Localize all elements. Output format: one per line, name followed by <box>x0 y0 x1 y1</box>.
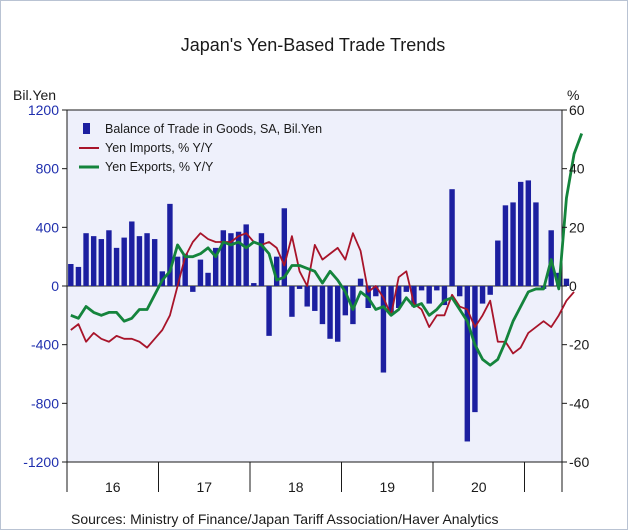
balance-bar <box>502 205 509 286</box>
balance-bar <box>235 231 242 286</box>
balance-bar <box>525 180 532 286</box>
balance-bar <box>426 286 432 304</box>
year-label: 20 <box>471 479 487 495</box>
legend-label-exports: Yen Exports, % Y/Y <box>105 160 214 174</box>
balance-bar <box>510 202 516 286</box>
right-tick-label: -20 <box>569 337 589 353</box>
left-axis: 1200 800 400 0 -400 -800 -1200 <box>23 102 67 470</box>
balance-bar <box>205 272 211 286</box>
balance-bar <box>289 286 295 317</box>
balance-bar <box>251 283 257 286</box>
left-tick-label: 1200 <box>28 102 59 118</box>
balance-bar <box>357 278 364 286</box>
balance-bar <box>75 266 82 286</box>
balance-bar <box>517 181 524 286</box>
year-label: 16 <box>105 479 121 495</box>
balance-bar <box>380 286 387 373</box>
balance-bar <box>456 286 463 297</box>
balance-bar <box>434 286 440 291</box>
year-label: 18 <box>288 479 304 495</box>
legend-label-imports: Yen Imports, % Y/Y <box>105 141 213 155</box>
balance-bar <box>68 264 74 286</box>
balance-bar <box>228 233 234 286</box>
balance-bar <box>121 237 127 286</box>
balance-bar <box>479 286 486 304</box>
balance-bar <box>563 278 570 286</box>
legend: Balance of Trade in Goods, SA, Bil.Yen Y… <box>79 122 322 174</box>
right-tick-label: 60 <box>569 102 585 118</box>
balance-bar <box>212 247 219 286</box>
right-tick-label: 20 <box>569 219 585 235</box>
left-tick-label: -1200 <box>23 454 59 470</box>
balance-bar <box>258 233 265 286</box>
balance-bar <box>106 230 112 286</box>
right-axis-unit-label: % <box>567 87 579 103</box>
left-tick-label: 400 <box>36 219 60 235</box>
balance-bar <box>342 286 349 316</box>
left-axis-unit-label: Bil.Yen <box>13 87 56 103</box>
balance-bar <box>266 286 272 336</box>
balance-bar <box>174 256 181 286</box>
balance-bar <box>98 239 105 286</box>
right-tick-label: 0 <box>569 278 577 294</box>
balance-bar <box>167 203 173 286</box>
year-label: 17 <box>196 479 212 495</box>
right-tick-label: -40 <box>569 395 589 411</box>
balance-bar <box>548 230 554 286</box>
balance-bar <box>472 286 478 413</box>
balance-bar <box>182 253 188 286</box>
balance-bar <box>151 239 158 286</box>
left-tick-label: 800 <box>36 161 60 177</box>
balance-bar <box>90 236 97 286</box>
right-axis: 60 40 20 0 -20 -40 -60 <box>562 102 589 470</box>
balance-bar <box>319 286 326 325</box>
balance-bar <box>350 286 356 325</box>
balance-bar <box>464 286 471 442</box>
balance-bar <box>220 230 227 286</box>
balance-bar <box>197 259 204 286</box>
balance-bar <box>418 286 425 291</box>
right-tick-label: 40 <box>569 161 585 177</box>
left-tick-label: -400 <box>31 337 59 353</box>
series-lines <box>70 132 584 367</box>
balance-bar <box>304 286 310 307</box>
balance-bar <box>388 286 394 313</box>
balance-bar <box>136 236 143 286</box>
balance-bars <box>68 180 570 442</box>
legend-swatch-balance <box>83 123 90 134</box>
right-tick-label: -60 <box>569 454 589 470</box>
balance-bar <box>403 286 410 292</box>
balance-bar <box>327 286 333 339</box>
balance-bar <box>273 256 280 286</box>
balance-bar <box>113 247 120 286</box>
balance-bar <box>411 286 417 307</box>
imports-line <box>70 232 575 355</box>
source-note: Sources: Ministry of Finance/Japan Tarif… <box>71 511 498 527</box>
left-tick-label: 0 <box>51 278 59 294</box>
left-tick-label: -800 <box>31 395 59 411</box>
exports-line <box>70 132 584 367</box>
balance-bar <box>495 240 501 286</box>
balance-bar <box>190 286 196 292</box>
balance-bar <box>129 221 135 286</box>
balance-bar <box>312 286 318 311</box>
balance-bar <box>533 202 539 286</box>
balance-bar <box>487 286 493 295</box>
chart-title: Japan's Yen-Based Trade Trends <box>181 35 446 55</box>
balance-bar <box>281 208 288 286</box>
x-axis: 16 17 18 19 20 <box>66 462 563 495</box>
year-label: 19 <box>379 479 395 495</box>
balance-bar <box>373 286 379 297</box>
balance-bar <box>334 286 341 342</box>
balance-bar <box>449 189 455 286</box>
balance-bar <box>441 286 448 306</box>
balance-bar <box>243 224 249 286</box>
legend-label-balance: Balance of Trade in Goods, SA, Bil.Yen <box>105 122 322 136</box>
balance-bar <box>395 286 402 308</box>
balance-bar <box>144 233 150 286</box>
balance-bar <box>296 286 303 289</box>
balance-bar <box>83 233 89 286</box>
